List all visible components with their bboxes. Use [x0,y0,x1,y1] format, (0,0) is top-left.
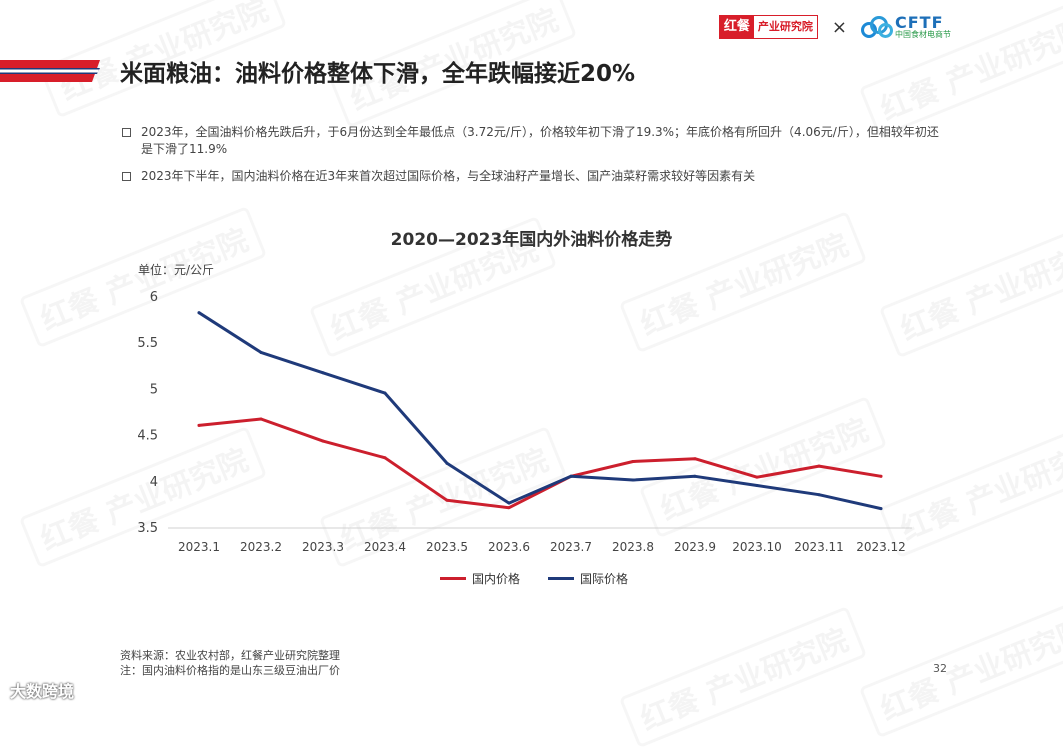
line-chart: 6 5.5 5 4.5 4 3.5 2023.1 2023.2 2023.3 2023.4 2023… [137,290,912,554]
y-tick-label: 4.5 [137,429,158,444]
hongcan-logo-mark: 红餐 [719,16,754,38]
y-tick-label: 4 [150,475,158,490]
legend-item-international: 国际价格 [548,570,628,587]
bullet-square-icon [122,128,131,137]
cftf-subtext: 中国食材电商节 [895,30,951,39]
page-title: 米面粮油：油料价格整体下滑，全年跌幅接近20% [120,61,636,87]
cftf-logo: CFTF 中国食材电商节 [861,14,951,40]
data-point [197,311,201,315]
data-point [507,506,511,510]
x-tick-label: 2023.6 [488,540,530,554]
bullet-text: 2023年，全国油料价格先跌后升，于6月份达到全年最低点（3.72元/斤），价格… [141,125,939,156]
data-point [445,461,449,465]
x-tick-label: 2023.5 [426,540,468,554]
times-sign: × [831,16,847,38]
data-point [693,474,697,478]
bottom-watermark-logo: 大数跨境 [10,682,75,701]
data-point [631,459,635,463]
x-tick-label: 2023.1 [178,540,220,554]
data-point [259,350,263,354]
data-point [631,478,635,482]
legend-label-international: 国际价格 [580,572,629,586]
legend-item-domestic: 国内价格 [440,570,520,587]
x-tick-label: 2023.10 [732,540,782,554]
x-tick-label: 2023.2 [240,540,282,554]
legend-swatch-international [548,577,575,580]
footer-source: 资料来源：农业农村部，红餐产业研究院整理 [120,649,340,662]
chart-legend: 国内价格 国际价格 [440,570,628,587]
x-tick-label: 2023.3 [302,540,344,554]
cftf-mark-icon [861,14,893,40]
y-tick-label: 5.5 [137,336,158,351]
data-point [321,439,325,443]
data-point [755,483,759,487]
page-number: 32 [933,662,947,675]
chart-unit-label: 单位：元/公斤 [138,263,215,277]
y-tick-label: 6 [150,290,158,305]
data-point [197,423,201,427]
footer-note: 注：国内油料价格指的是山东三级豆油出厂价 [120,664,340,677]
data-point [755,475,759,479]
x-tick-label: 2023.11 [794,540,844,554]
data-point [879,507,883,511]
data-point [507,501,511,505]
x-tick-label: 2023.9 [674,540,716,554]
chart-title: 2020—2023年国内外油料价格走势 [390,230,673,250]
bullet-list: 2023年，全国油料价格先跌后升，于6月份达到全年最低点（3.72元/斤），价格… [120,124,950,195]
x-tick-label: 2023.8 [612,540,654,554]
y-tick-label: 5 [150,382,158,397]
cftf-text: CFTF [895,13,944,32]
series-line-domestic [197,417,883,510]
bullet-item: 2023年，全国油料价格先跌后升，于6月份达到全年最低点（3.72元/斤），价格… [120,124,950,158]
data-point [817,493,821,497]
x-tick-label: 2023.7 [550,540,592,554]
hongcan-logo-text: 产业研究院 [757,20,813,33]
legend-label-domestic: 国内价格 [472,572,521,586]
y-tick-label: 3.5 [137,521,158,536]
x-tick-label: 2023.4 [364,540,406,554]
data-point [445,498,449,502]
bullet-item: 2023年下半年，国内油料价格在近3年来首次超过国际价格，与全球油籽产量增长、国… [120,168,950,185]
data-point [383,456,387,460]
data-point [383,391,387,395]
data-point [817,464,821,468]
data-point [693,457,697,461]
bullet-square-icon [122,172,131,181]
bullet-text: 2023年下半年，国内油料价格在近3年来首次超过国际价格，与全球油籽产量增长、国… [141,169,756,183]
footer-notes: 资料来源：农业农村部，红餐产业研究院整理 注：国内油料价格指的是山东三级豆油出厂… [120,648,340,678]
title-accent-bar [0,60,100,82]
data-point [321,371,325,375]
header-logos: 红餐 产业研究院 × CFTF 中国食材电商节 [718,14,951,40]
data-point [569,474,573,478]
data-point [879,474,883,478]
data-point [259,417,263,421]
x-tick-label: 2023.12 [856,540,906,554]
series-line-international [197,311,883,511]
hongcan-logo: 红餐 产业研究院 [718,15,818,39]
legend-swatch-domestic [440,577,466,580]
